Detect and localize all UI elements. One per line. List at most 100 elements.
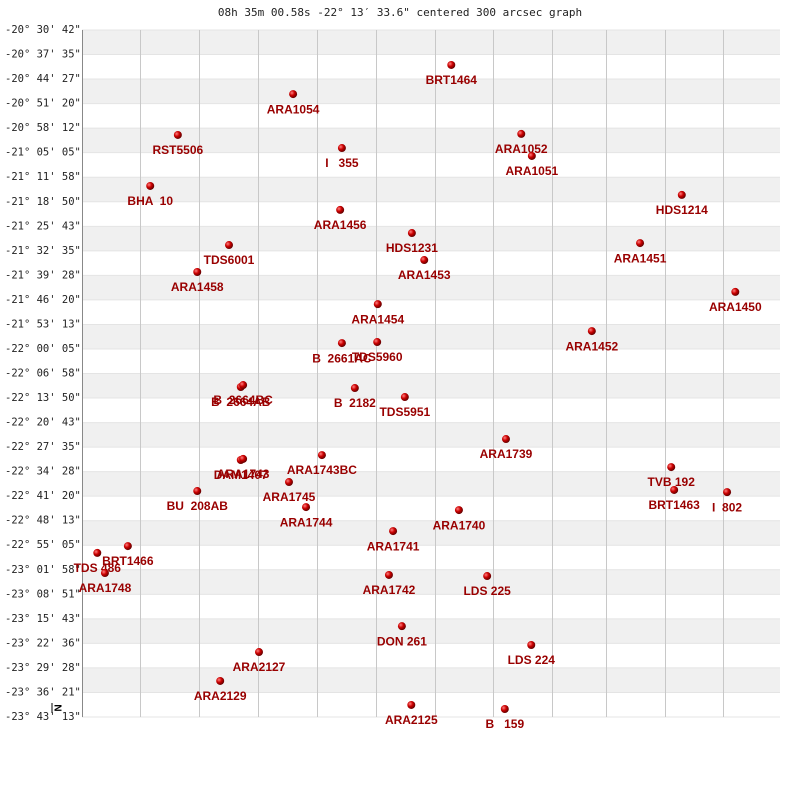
- star: [239, 454, 248, 463]
- star-label: ARA1456: [314, 218, 367, 232]
- star: [407, 700, 416, 709]
- y-tick-label: -20° 30' 42": [5, 24, 81, 36]
- y-tick-label: -20° 58' 12": [5, 122, 81, 134]
- star: [527, 640, 536, 649]
- band: [82, 594, 780, 619]
- star: [384, 570, 393, 579]
- y-tick-label: -22° 06' 58": [5, 368, 81, 380]
- y-tick-label: -21° 11' 58": [5, 171, 81, 183]
- star-label: BRT1466: [102, 554, 154, 568]
- star-label: ARA1741: [367, 539, 420, 553]
- star-label: ARA2129: [194, 689, 247, 703]
- star: [93, 548, 102, 557]
- star: [500, 705, 509, 714]
- band: [82, 667, 780, 693]
- star-label: ARA1453: [398, 268, 451, 282]
- star-label: ARA1051: [505, 164, 558, 178]
- y-tick-label: -22° 48' 13": [5, 515, 81, 527]
- band: [82, 128, 780, 153]
- y-tick-label: -23° 22' 36": [5, 637, 81, 649]
- band: [82, 103, 780, 129]
- star: [373, 338, 382, 347]
- star: [123, 542, 132, 551]
- chart-title: 08h 35m 00.58s -22° 13′ 33.6" centered 3…: [218, 6, 582, 19]
- star-label: TDS6001: [204, 253, 255, 267]
- band: [82, 79, 780, 104]
- vertical-grid: [140, 30, 724, 717]
- band: [82, 201, 780, 227]
- star-label: B 2664AB: [211, 395, 271, 409]
- star-label: BRT1463: [648, 498, 700, 512]
- star: [225, 241, 234, 250]
- y-tick-label: -21° 05' 05": [5, 147, 81, 159]
- star-label: LDS 225: [463, 584, 511, 598]
- star: [400, 393, 409, 402]
- y-tick-label: -21° 18' 50": [5, 196, 81, 208]
- star: [337, 144, 346, 153]
- star: [216, 676, 225, 685]
- star: [636, 239, 645, 248]
- star: [731, 287, 740, 296]
- band: [82, 177, 780, 202]
- star-label: BRT1464: [426, 73, 478, 87]
- star-label: BHA 10: [127, 194, 173, 208]
- star: [373, 300, 382, 309]
- star-label: B 2182: [334, 396, 376, 410]
- star-label: ARA1740: [433, 518, 486, 532]
- band: [82, 275, 780, 300]
- star-label: B 2661AC: [312, 351, 372, 365]
- star-label: B 2664BC: [213, 393, 273, 407]
- band: [82, 30, 780, 55]
- star-label: ARA1052: [495, 142, 548, 156]
- star: [501, 435, 510, 444]
- y-tick-label: -23° 29' 28": [5, 662, 81, 674]
- star: [587, 327, 596, 336]
- star: [193, 487, 202, 496]
- star: [239, 381, 248, 390]
- star: [302, 503, 311, 512]
- star-label: TDS5951: [379, 405, 430, 419]
- star-label: LDS 224: [508, 653, 556, 667]
- star-label: I 802: [712, 500, 742, 514]
- band: [82, 324, 780, 349]
- star-label: TDS 486: [74, 561, 122, 575]
- y-tick-label: -22° 34' 28": [5, 466, 81, 478]
- star: [667, 463, 676, 472]
- star-label: HDS1231: [386, 241, 438, 255]
- band: [82, 643, 780, 668]
- star-label: ARA1739: [480, 447, 533, 461]
- star-label: DAM1407: [214, 468, 268, 482]
- band: [82, 54, 780, 80]
- band: [82, 447, 780, 472]
- star: [723, 488, 732, 497]
- star: [397, 622, 406, 631]
- band: [82, 373, 780, 399]
- band: [82, 545, 780, 570]
- band: [82, 422, 780, 448]
- y-tick-label: -22° 27' 35": [5, 441, 81, 453]
- y-tick-label: -22° 41' 20": [5, 490, 81, 502]
- band: [82, 618, 780, 644]
- star: [317, 451, 326, 460]
- star-label: BU 208AB: [167, 499, 229, 513]
- star-label: ARA1451: [614, 251, 667, 265]
- star-label: ARA1458: [171, 280, 224, 294]
- star-label: B 159: [485, 717, 524, 731]
- star: [284, 478, 293, 487]
- star-label: TDS5960: [352, 350, 403, 364]
- band: [82, 398, 780, 423]
- star-label: ARA1745: [263, 490, 316, 504]
- y-tick-label: -22° 00' 05": [5, 343, 81, 355]
- y-tick-label: -21° 25' 43": [5, 220, 81, 232]
- y-tick-label: -20° 37' 35": [5, 49, 81, 61]
- star: [670, 485, 679, 494]
- star-label: ARA1748: [79, 581, 132, 595]
- star-label: ARA2127: [233, 660, 286, 674]
- y-tick-label: -23° 36' 21": [5, 686, 81, 698]
- star: [389, 527, 398, 536]
- star: [100, 569, 109, 578]
- band: [82, 299, 780, 325]
- band: [82, 569, 780, 595]
- y-tick-label: -22° 13' 50": [5, 392, 81, 404]
- y-tick-label: -23° 08' 51": [5, 588, 81, 600]
